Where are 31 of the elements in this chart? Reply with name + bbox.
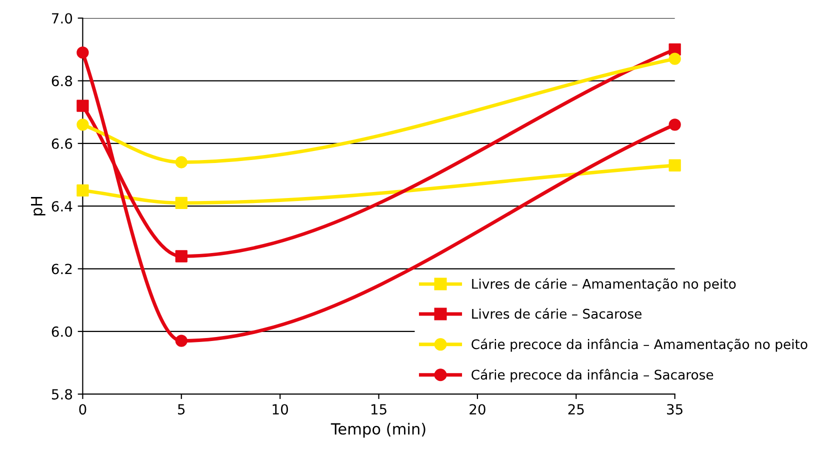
- point: [175, 156, 188, 168]
- y-tick-label: 6.4: [52, 201, 72, 212]
- legend-label: Livres de cárie – Sacarose: [472, 308, 642, 319]
- x-tick-label: 20: [470, 404, 486, 415]
- point: [76, 184, 89, 197]
- y-tick-label: 6.8: [52, 76, 72, 86]
- x-tick-label: 10: [272, 404, 288, 415]
- y-tick-label: 6.6: [52, 138, 72, 149]
- point: [76, 100, 89, 112]
- y-tick-label: 6.0: [52, 326, 72, 337]
- point: [175, 334, 188, 347]
- x-tick-label: 0: [79, 404, 86, 415]
- x-tick-label: 35: [667, 404, 682, 415]
- y-tick-label: 7.0: [52, 13, 72, 24]
- point: [668, 52, 681, 65]
- point: [668, 118, 681, 131]
- y-tick-label: 6.2: [52, 264, 72, 274]
- y-axis-title: pH: [31, 197, 46, 216]
- legend-label: Cárie precoce da infância – Amamentação no peito: [472, 338, 808, 352]
- x-axis-title: Tempo (min): [330, 422, 426, 438]
- x-tick-label: 5: [178, 404, 185, 415]
- point: [668, 159, 681, 172]
- point: [76, 46, 89, 59]
- point: [76, 118, 89, 131]
- point: [175, 196, 188, 210]
- x-tick-label: 15: [371, 404, 386, 415]
- point: [175, 250, 188, 262]
- legend-label: Livres de cárie – Amamentação no peito: [472, 278, 736, 292]
- y-tick-label: 5.8: [52, 389, 72, 400]
- x-tick-label: 25: [568, 404, 584, 415]
- legend-label: Cárie precoce da infância – Sacarose: [472, 368, 714, 382]
